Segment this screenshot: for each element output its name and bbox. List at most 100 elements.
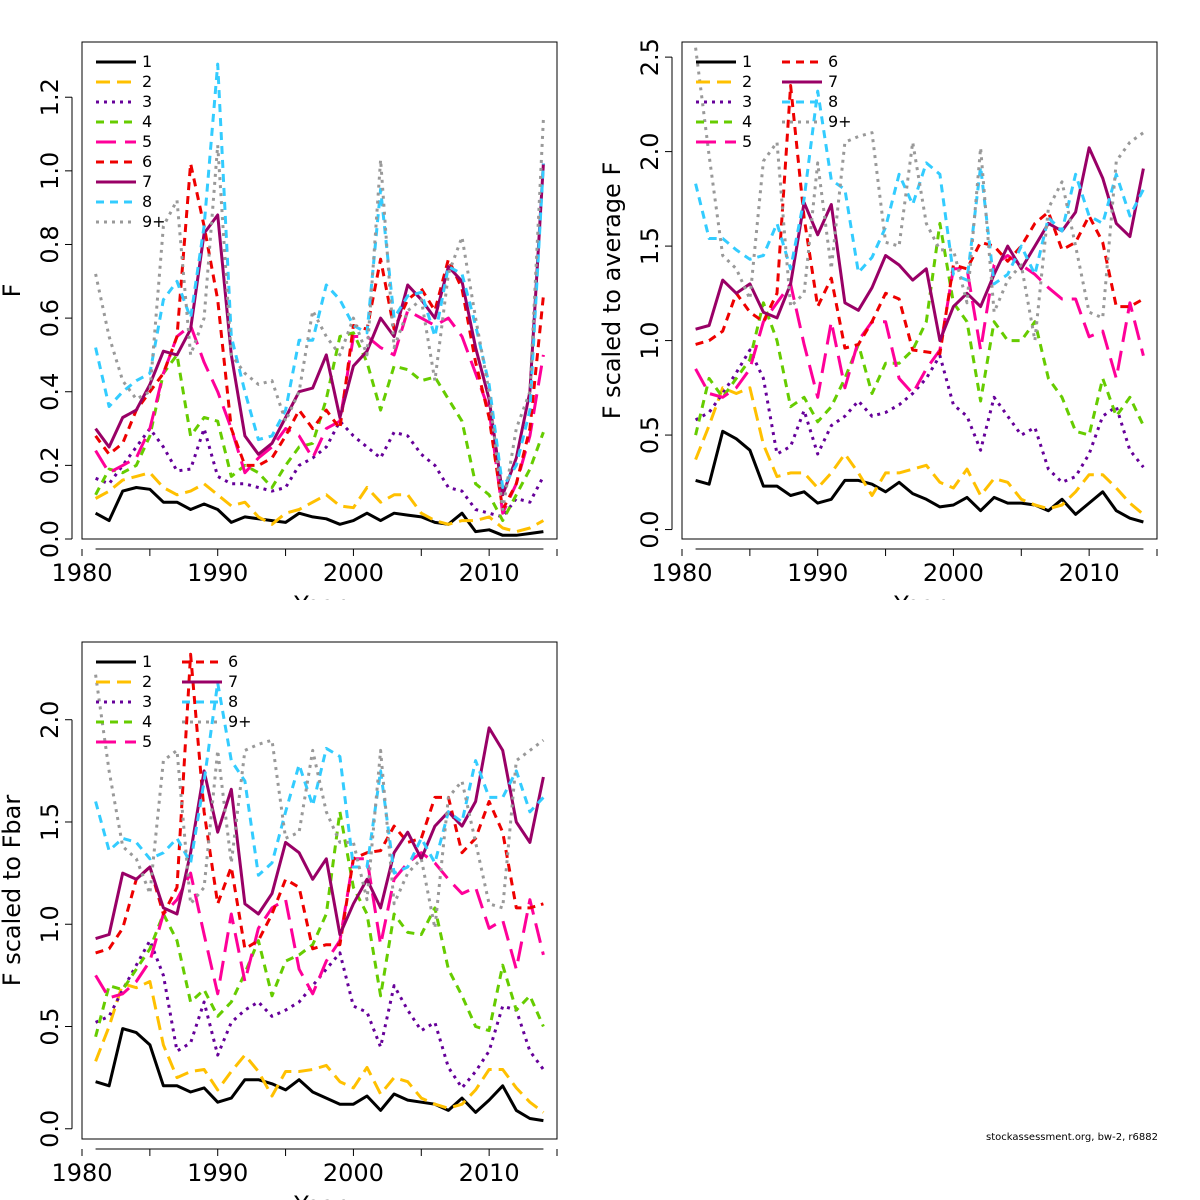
y-axis-title: F xyxy=(0,284,26,298)
legend-label: 1 xyxy=(742,52,752,71)
x-tick-label: 1980 xyxy=(51,559,112,587)
y-tick-label: 1.2 xyxy=(36,78,64,116)
legend-label: 9+ xyxy=(228,712,252,731)
legend-label: 7 xyxy=(142,172,152,191)
legend-label: 3 xyxy=(142,692,152,711)
series-line-3 xyxy=(694,348,1145,484)
x-tick-label: 2000 xyxy=(323,559,384,587)
x-tick-label: 2010 xyxy=(459,1159,520,1187)
series-line-2 xyxy=(94,471,545,534)
series-line-2 xyxy=(694,386,1145,516)
series-line-6 xyxy=(94,162,545,511)
legend-label: 2 xyxy=(142,72,152,91)
legend-label: 5 xyxy=(142,732,152,751)
x-tick-label: 1990 xyxy=(787,559,848,587)
y-tick-label: 0.4 xyxy=(36,373,64,411)
series-line-5 xyxy=(94,309,545,515)
plot-frame xyxy=(81,641,558,1140)
series-line-2 xyxy=(94,980,545,1114)
plot-frame xyxy=(81,41,558,540)
series-line-3 xyxy=(94,939,545,1090)
legend-label: 6 xyxy=(828,52,838,71)
series-group xyxy=(694,47,1145,524)
y-tick-label: 1.5 xyxy=(636,227,664,265)
legend-label: 3 xyxy=(142,92,152,111)
x-tick-label: 2010 xyxy=(459,559,520,587)
y-axis-title: F scaled to average F xyxy=(598,162,626,420)
series-line-6 xyxy=(695,84,1145,356)
series-line-5 xyxy=(694,254,1145,399)
series-line-9plus xyxy=(94,119,545,511)
series-line-8 xyxy=(94,62,545,489)
legend-label: 6 xyxy=(228,652,238,671)
legend-label: 8 xyxy=(142,192,152,211)
legend-label: 6 xyxy=(142,152,152,171)
legend-label: 9+ xyxy=(828,112,852,131)
series-group xyxy=(94,652,545,1123)
y-tick-label: 0.6 xyxy=(36,299,64,337)
chart-panel-3: 1980 1990 2000 2010 0.0 0.5 1.0 1.5 2.0 F scaled … xyxy=(0,641,558,1200)
footer-credit: stockassessment.org, bw-2, r6882 xyxy=(986,1132,1158,1143)
series-group xyxy=(94,62,545,537)
series-line-1 xyxy=(94,486,544,537)
y-tick-label: 2.5 xyxy=(636,38,664,76)
y-tick-label: 2.0 xyxy=(36,701,64,739)
y-tick-label: 0.0 xyxy=(36,1110,64,1148)
legend-label: 9+ xyxy=(142,212,166,231)
legend-label: 5 xyxy=(142,132,152,151)
series-line-5 xyxy=(94,851,545,1000)
y-tick-label: 1.0 xyxy=(36,905,64,943)
chart-panel-1: 19801990200020100.00.20.40.60.81.01.2FYe… xyxy=(0,41,587,640)
legend-label: 8 xyxy=(228,692,238,711)
series-line-4 xyxy=(694,221,1145,437)
legend-label: 2 xyxy=(742,72,752,91)
series-line-3 xyxy=(95,419,545,519)
y-tick-label: 1.5 xyxy=(36,803,64,841)
y-axis-title: F scaled to Fbar xyxy=(0,795,26,987)
legend-label: 2 xyxy=(142,672,152,691)
x-tick-label: 1990 xyxy=(187,1159,248,1187)
series-line-8 xyxy=(94,681,545,877)
legend-label: 4 xyxy=(742,112,752,131)
series-line-7 xyxy=(94,163,545,497)
legend-label: 1 xyxy=(142,52,152,71)
plot-frame xyxy=(681,41,1158,540)
y-tick-label: 0.0 xyxy=(36,520,64,558)
x-tick-label: 2000 xyxy=(923,559,984,587)
x-tick-label: 2010 xyxy=(1059,559,1120,587)
y-tick-label: 0.5 xyxy=(36,1007,64,1045)
y-tick-label: 0.8 xyxy=(36,225,64,263)
y-tick-label: 0.0 xyxy=(636,510,664,548)
series-line-6 xyxy=(95,652,544,955)
x-axis-title: Year xyxy=(293,1191,345,1200)
x-tick-label: 2000 xyxy=(323,1159,384,1187)
y-tick-label: 2.0 xyxy=(636,133,664,171)
legend-label: 7 xyxy=(228,672,238,691)
series-line-1 xyxy=(95,1027,544,1123)
panel-gap xyxy=(592,600,1187,640)
x-tick-label: 1980 xyxy=(51,1159,112,1187)
series-line-1 xyxy=(695,429,1144,524)
y-tick-label: 1.0 xyxy=(36,152,64,190)
chart-panel-2: 1980 1990 2000 2010 0.0 0.5 1.0 1.5 2.0 2.5 F scal… xyxy=(592,38,1187,640)
legend-label: 7 xyxy=(828,72,838,91)
series-line-4 xyxy=(94,810,545,1038)
panel-gap xyxy=(0,600,587,640)
legend-label: 4 xyxy=(142,112,152,131)
series-line-7 xyxy=(695,146,1145,343)
series-line-9plus xyxy=(94,674,545,930)
series-line-8 xyxy=(694,89,1145,286)
legend-label: 4 xyxy=(142,712,152,731)
y-tick-label: 1.0 xyxy=(636,321,664,359)
legend-label: 1 xyxy=(142,652,152,671)
legend-label: 3 xyxy=(742,92,752,111)
y-tick-label: 0.5 xyxy=(636,416,664,454)
x-tick-label: 1990 xyxy=(187,559,248,587)
legend-label: 8 xyxy=(828,92,838,111)
x-tick-label: 1980 xyxy=(651,559,712,587)
y-tick-label: 0.2 xyxy=(36,446,64,484)
legend-label: 5 xyxy=(742,132,752,151)
